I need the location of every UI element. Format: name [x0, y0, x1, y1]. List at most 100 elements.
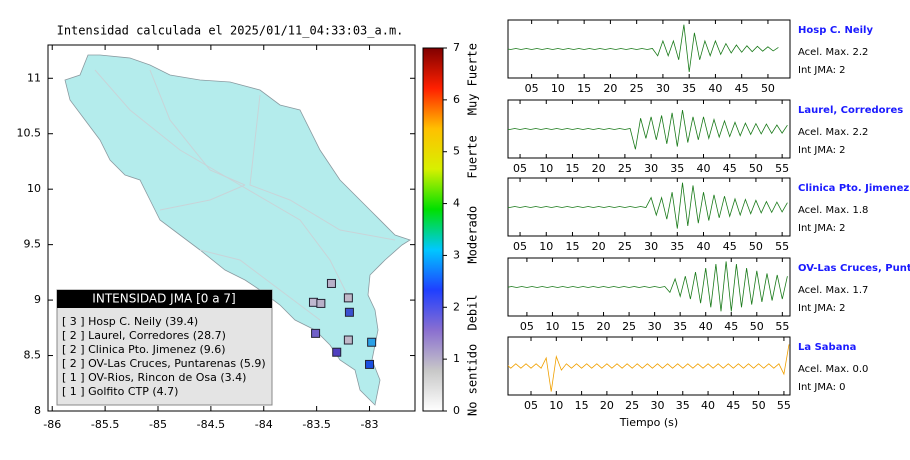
- station-marker: [326, 278, 336, 288]
- waveform: [508, 261, 788, 312]
- x-tick-label: -84: [255, 418, 273, 431]
- x-tick-label: 35: [670, 240, 684, 253]
- x-tick-label: 40: [697, 240, 711, 253]
- x-tick-label: 05: [520, 320, 534, 333]
- x-tick-label: 45: [723, 240, 737, 253]
- x-tick-label: -84.5: [197, 418, 225, 431]
- x-tick-label: 05: [525, 82, 539, 95]
- x-tick-label: 15: [565, 240, 579, 253]
- x-tick-label: 30: [650, 399, 664, 412]
- x-tick-label: 30: [656, 82, 670, 95]
- waveform: [508, 344, 790, 392]
- x-tick-label: 25: [625, 399, 639, 412]
- y-tick-label: 9.5: [24, 238, 42, 251]
- x-tick-label: -83.5: [302, 418, 330, 431]
- colorbar-category: Muy Fuerte: [466, 43, 480, 115]
- colorbar-category: No sentido: [466, 344, 480, 416]
- colorbar-tick-label: 6: [453, 93, 460, 106]
- x-tick-label: 10: [545, 320, 559, 333]
- y-tick-label: 11: [27, 71, 41, 84]
- colorbar-tick-label: 0: [453, 404, 460, 417]
- x-tick-label: 15: [571, 320, 585, 333]
- x-tick-label: 45: [724, 320, 738, 333]
- x-tick-label: 10: [551, 82, 565, 95]
- station-marker: [316, 298, 326, 308]
- legend-entry: [ 2 ] OV-Las Cruces, Puntarenas (5.9): [62, 357, 266, 370]
- x-tick-label: 50: [749, 240, 763, 253]
- waveform: [508, 110, 788, 150]
- roads: [94, 69, 396, 321]
- station-marker: [308, 297, 318, 307]
- max-accel: Acel. Max. 1.7: [798, 285, 868, 296]
- x-tick-label: 55: [775, 162, 789, 175]
- legend-title: INTENSIDAD JMA [0 a 7]: [92, 292, 235, 306]
- x-tick-label: 45: [735, 82, 749, 95]
- x-tick-label: 20: [603, 82, 617, 95]
- x-tick-label: -85: [149, 418, 167, 431]
- x-tick-label: 55: [775, 320, 789, 333]
- x-tick-label: 20: [592, 162, 606, 175]
- x-tick-label: 35: [676, 399, 690, 412]
- x-tick-label: 05: [513, 240, 527, 253]
- x-tick-label: 20: [600, 399, 614, 412]
- x-tick-label: 05: [513, 162, 527, 175]
- colorbar-category: Fuerte: [466, 135, 480, 178]
- legend-entry: [ 2 ] Laurel, Corredores (28.7): [62, 329, 226, 342]
- colorbar-category: Moderado: [466, 206, 480, 264]
- colorbar: [422, 47, 444, 412]
- x-tick-label: 35: [670, 162, 684, 175]
- intensity: Int JMA: 0: [798, 382, 846, 393]
- intensity: Int JMA: 2: [798, 145, 846, 156]
- waveform: [508, 24, 779, 73]
- x-tick-label: 25: [618, 162, 632, 175]
- x-tick-label: 30: [648, 320, 662, 333]
- station-name: OV-Las Cruces, Puntar: [798, 263, 910, 274]
- y-tick-label: 10.5: [17, 127, 42, 140]
- legend-header: [57, 290, 272, 308]
- x-tick-label: 10: [539, 162, 553, 175]
- x-tick-label: 10: [539, 240, 553, 253]
- station-marker: [344, 307, 354, 317]
- intensity: Int JMA: 2: [798, 303, 846, 314]
- x-tick-label: 55: [777, 399, 791, 412]
- x-tick-label: 40: [701, 399, 715, 412]
- x-tick-label: 25: [630, 82, 644, 95]
- x-tick-label: 55: [775, 240, 789, 253]
- colorbar-tick-label: 1: [453, 352, 460, 365]
- x-tick-label: 15: [577, 82, 591, 95]
- x-tick-label: 50: [752, 399, 766, 412]
- station-marker: [367, 337, 377, 347]
- legend-box: [56, 289, 273, 406]
- max-accel: Acel. Max. 0.0: [798, 364, 868, 375]
- legend-entry: [ 1 ] Golfito CTP (4.7): [62, 385, 178, 398]
- x-tick-label: 35: [682, 82, 696, 95]
- colorbar-tick-label: 3: [453, 248, 460, 261]
- y-tick-label: 8.5: [24, 349, 42, 362]
- y-tick-label: 8: [34, 404, 41, 417]
- colorbar-category: Debil: [466, 294, 480, 330]
- x-axis-label: Tiempo (s): [619, 416, 678, 429]
- x-tick-label: 20: [592, 240, 606, 253]
- x-tick-label: 25: [622, 320, 636, 333]
- station-name: Clinica Pto. Jimenez: [798, 183, 909, 194]
- x-tick-label: -86: [43, 418, 61, 431]
- x-tick-label: 25: [618, 240, 632, 253]
- colorbar-tick-label: 5: [453, 145, 460, 158]
- x-tick-label: 30: [644, 162, 658, 175]
- max-accel: Acel. Max. 2.2: [798, 127, 868, 138]
- station-marker: [311, 328, 321, 338]
- x-tick-label: 50: [761, 82, 775, 95]
- station-name: La Sabana: [798, 342, 856, 353]
- waveform: [508, 182, 788, 229]
- y-tick-label: 9: [34, 293, 41, 306]
- station-marker: [365, 359, 375, 369]
- y-tick-label: 10: [27, 182, 41, 195]
- x-tick-label: 10: [549, 399, 563, 412]
- x-tick-label: 45: [723, 162, 737, 175]
- x-tick-label: 05: [524, 399, 538, 412]
- country-shape: [64, 54, 411, 406]
- x-tick-label: 30: [644, 240, 658, 253]
- x-tick-label: -85.5: [91, 418, 119, 431]
- max-accel: Acel. Max. 1.8: [798, 205, 868, 216]
